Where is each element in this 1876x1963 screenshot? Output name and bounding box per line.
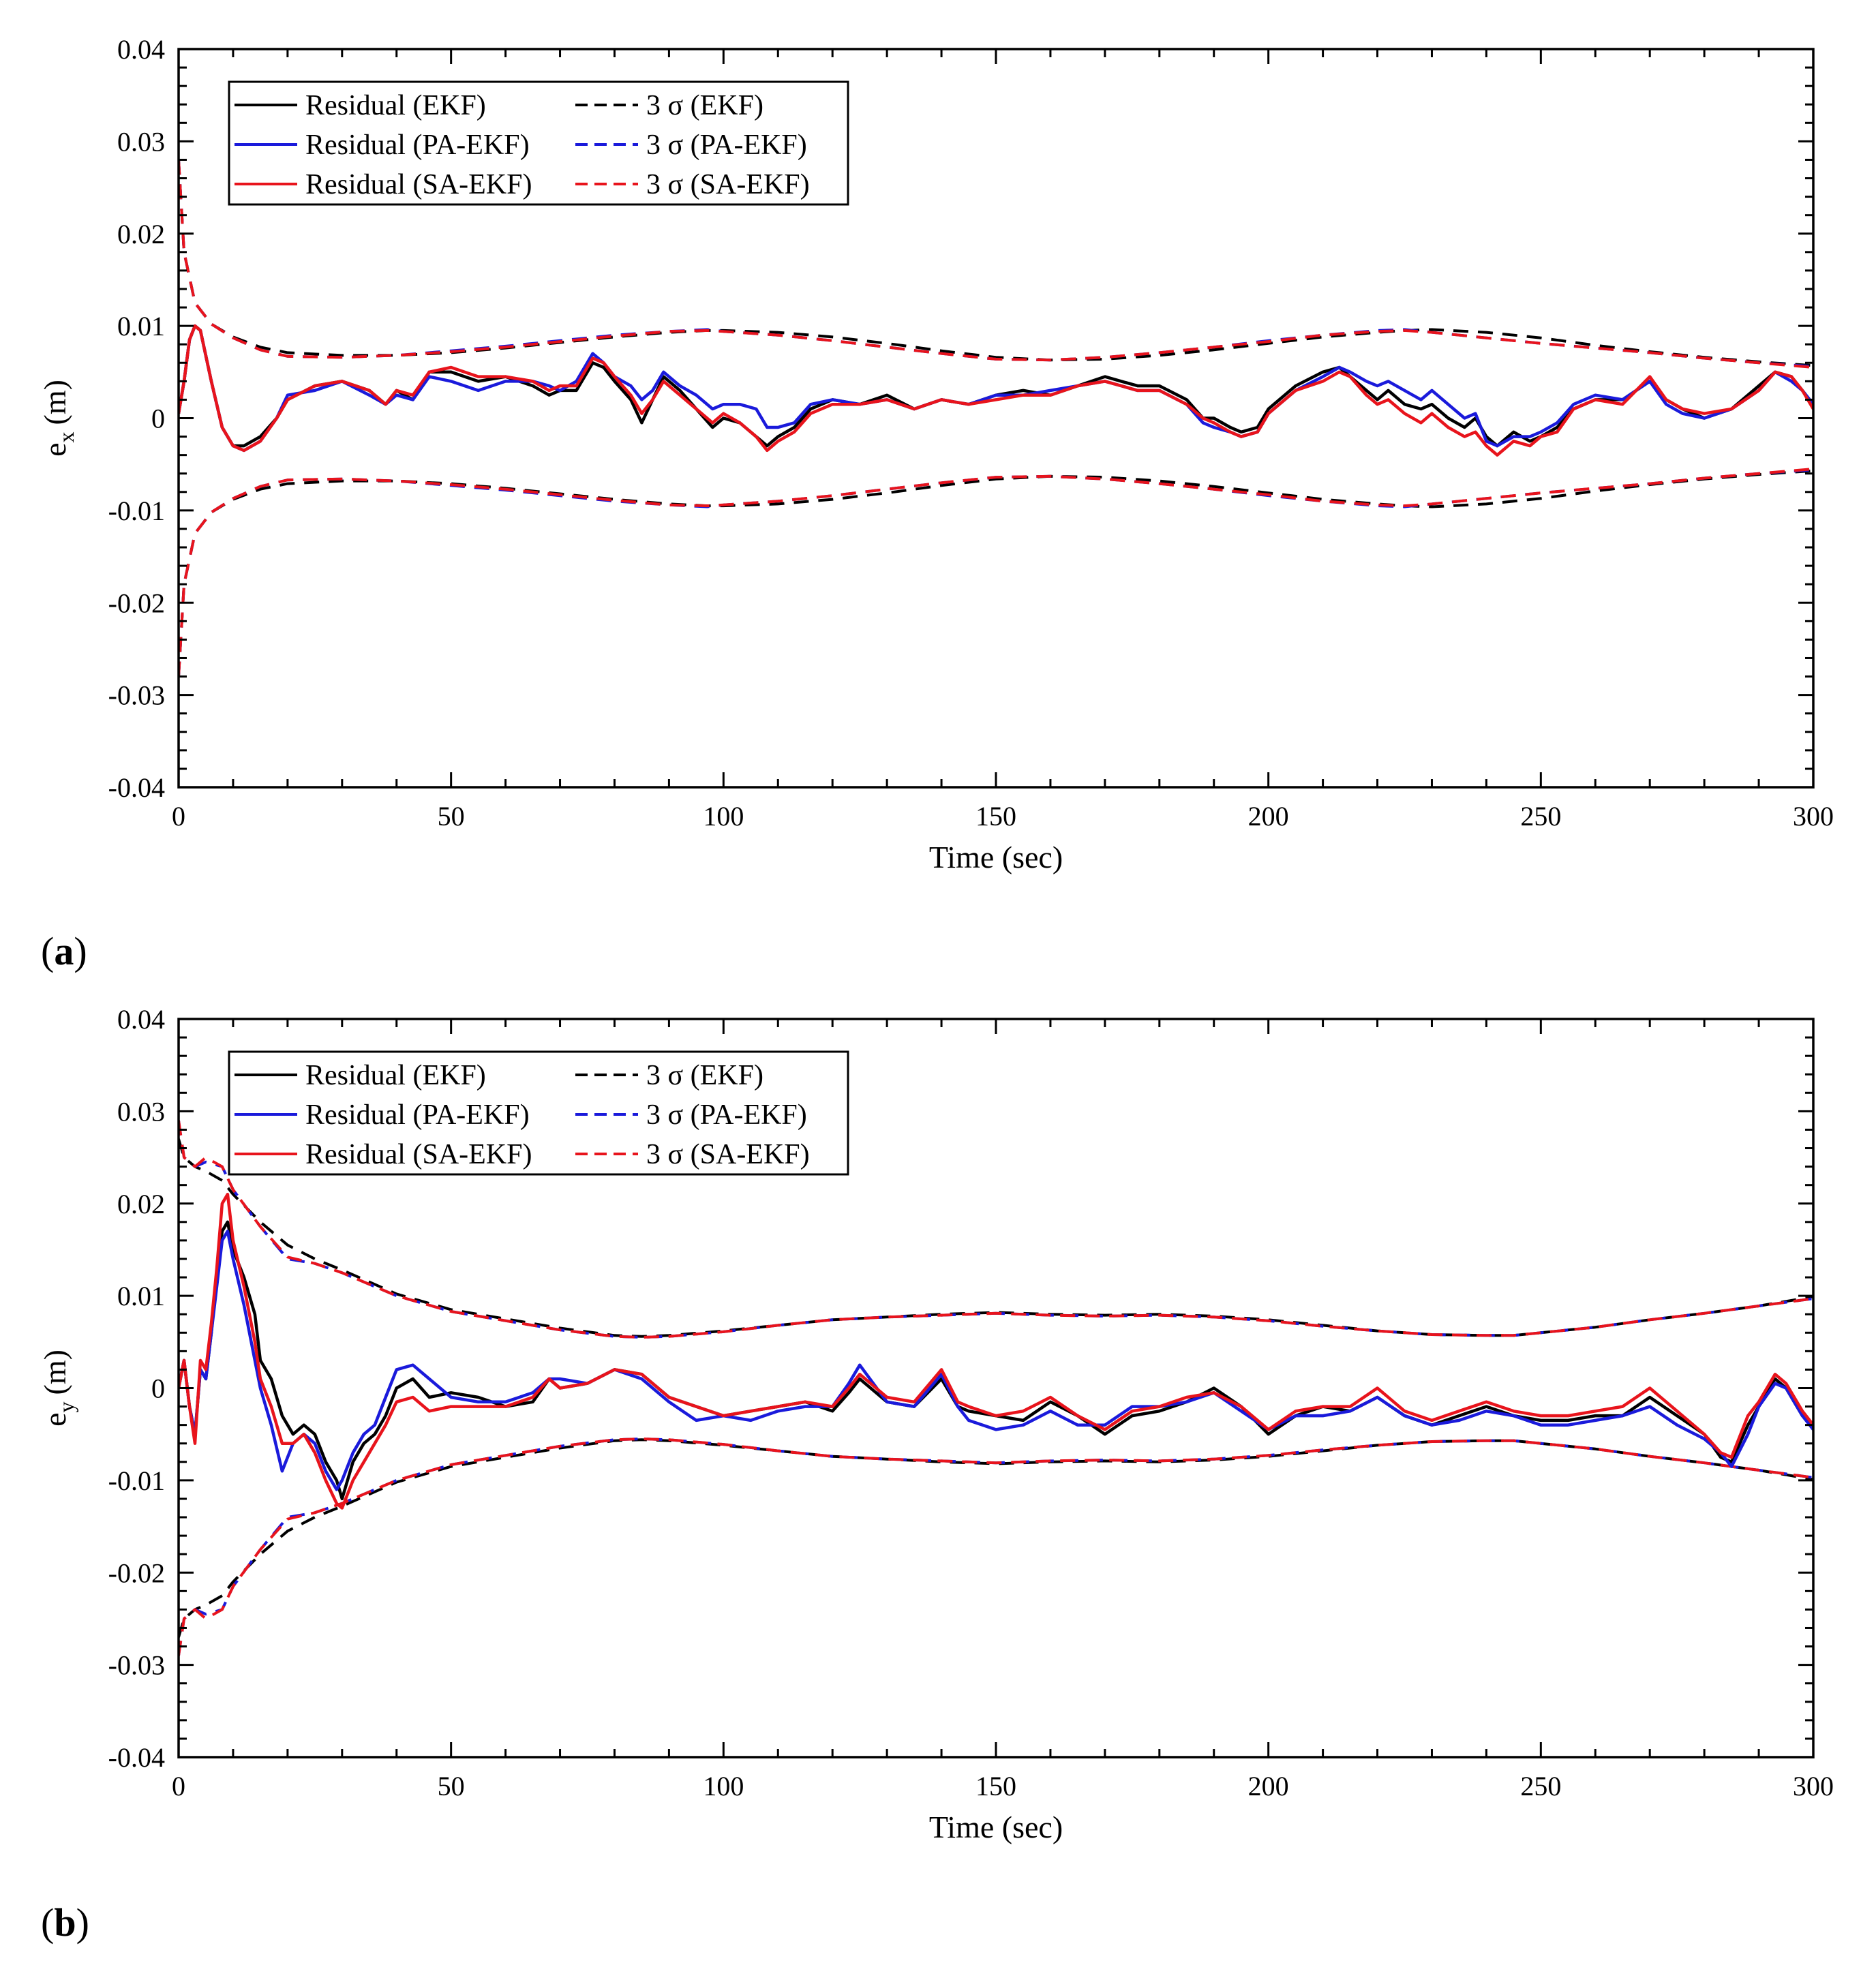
y-tick-label: 0 — [151, 1373, 165, 1404]
series-group — [179, 1120, 1813, 1656]
series-line-residual-sa-ekf- — [179, 1192, 1813, 1510]
legend-label-residual-sa-ekf-: Residual (SA-EKF) — [305, 169, 532, 200]
series-line-residual-pa-ekf- — [179, 1230, 1813, 1491]
y-tick-label: 0.03 — [117, 1096, 165, 1127]
y-axis-title-unit: (m) — [37, 380, 72, 425]
legend-label-residual-pa-ekf-: Residual (PA-EKF) — [305, 130, 530, 161]
legend-label-residual-ekf-: Residual (EKF) — [305, 90, 486, 121]
series-line-3-ekf--lower — [179, 469, 1813, 677]
legend-label-3-pa-ekf-: 3 σ (PA-EKF) — [646, 1099, 807, 1131]
y-tick-label: 0.01 — [117, 311, 165, 341]
panel-label-open-paren: ( — [41, 929, 54, 973]
y-tick-label: -0.01 — [108, 1465, 165, 1496]
x-axis-title: Time (sec) — [929, 1810, 1063, 1844]
x-tick-label: 50 — [438, 1771, 465, 1801]
y-tick-label: -0.01 — [108, 496, 165, 526]
legend-label-3-sa-ekf-: 3 σ (SA-EKF) — [646, 1139, 810, 1170]
y-tick-label: 0.04 — [117, 1004, 165, 1035]
x-tick-label: 0 — [172, 801, 185, 832]
y-axis-title-base: e — [37, 1413, 72, 1427]
panel-label: (a) — [41, 929, 87, 973]
legend-label-residual-ekf-: Residual (EKF) — [305, 1060, 486, 1091]
legend-label-residual-pa-ekf-: Residual (PA-EKF) — [305, 1099, 530, 1131]
legend-box — [228, 1050, 849, 1176]
y-axis-title-base: e — [37, 443, 72, 457]
y-tick-label: -0.02 — [108, 1557, 165, 1588]
series-line-residual-sa-ekf- — [179, 324, 1813, 457]
panel-label: (b) — [41, 1900, 89, 1945]
panel-a-chart: 0 50 100 150 200 250 300 -0.04 -0.03 -0.02 -0.01 0 0… — [37, 34, 1834, 973]
y-axis-title: ex (m) — [37, 380, 78, 457]
legend-label-residual-sa-ekf-: Residual (SA-EKF) — [305, 1139, 532, 1170]
y-tick-label: 0.03 — [117, 126, 165, 157]
ticks-group — [177, 1018, 1815, 1759]
series-line-3-ekf--upper — [179, 159, 1813, 367]
panel-label-close-paren: ) — [74, 929, 87, 973]
x-tick-label: 100 — [703, 801, 744, 832]
y-tick-label: 0.01 — [117, 1281, 165, 1311]
y-tick-label: -0.02 — [108, 588, 165, 618]
y-tick-label: -0.04 — [108, 1742, 165, 1773]
x-tick-label: 250 — [1520, 1771, 1561, 1801]
ticks-group — [177, 48, 1815, 789]
panel-label-letter: b — [54, 1900, 76, 1945]
series-line-3-sa-ekf--lower — [179, 468, 1813, 677]
x-tick-label: 150 — [975, 801, 1016, 832]
legend-label-3-pa-ekf-: 3 σ (PA-EKF) — [646, 130, 807, 161]
y-tick-label: 0.02 — [117, 219, 165, 249]
x-tick-label: 200 — [1248, 1771, 1289, 1801]
legend-label-3-ekf-: 3 σ (EKF) — [646, 1060, 763, 1091]
panel-label-close-paren: ) — [76, 1900, 89, 1945]
y-tick-label: -0.03 — [108, 680, 165, 711]
legend-label-3-sa-ekf-: 3 σ (SA-EKF) — [646, 169, 810, 200]
x-tick-label: 300 — [1793, 801, 1834, 832]
y-axis-title-subscript: y — [54, 1402, 78, 1413]
y-axis-title-unit: (m) — [37, 1350, 72, 1395]
series-line-3-sa-ekf--upper — [179, 1120, 1813, 1339]
series-group — [179, 159, 1813, 677]
y-axis-title: ey (m) — [37, 1350, 78, 1427]
panel-label-open-paren: ( — [41, 1900, 54, 1945]
x-tick-label: 50 — [438, 801, 465, 832]
panel-label-letter: a — [54, 929, 74, 973]
legend-box — [228, 80, 849, 206]
series-line-3-sa-ekf--lower — [179, 1437, 1813, 1656]
x-tick-label: 150 — [975, 1771, 1016, 1801]
x-tick-label: 100 — [703, 1771, 744, 1801]
y-axis-title-subscript: x — [54, 432, 78, 443]
x-tick-label: 300 — [1793, 1771, 1834, 1801]
x-axis-title: Time (sec) — [929, 840, 1063, 874]
y-tick-label: 0 — [151, 404, 165, 434]
x-tick-label: 250 — [1520, 801, 1561, 832]
legend-label-3-ekf-: 3 σ (EKF) — [646, 90, 763, 121]
x-tick-label: 0 — [172, 1771, 185, 1801]
series-line-3-sa-ekf--upper — [179, 159, 1813, 369]
y-tick-label: 0.04 — [117, 34, 165, 65]
x-tick-label: 200 — [1248, 801, 1289, 832]
panel-b-chart: 0 50 100 150 200 250 300 -0.04 -0.03 -0.02 -0.01 0 0… — [37, 1004, 1834, 1945]
y-tick-label: -0.03 — [108, 1650, 165, 1681]
y-tick-label: -0.04 — [108, 772, 165, 803]
y-tick-label: 0.02 — [117, 1189, 165, 1219]
